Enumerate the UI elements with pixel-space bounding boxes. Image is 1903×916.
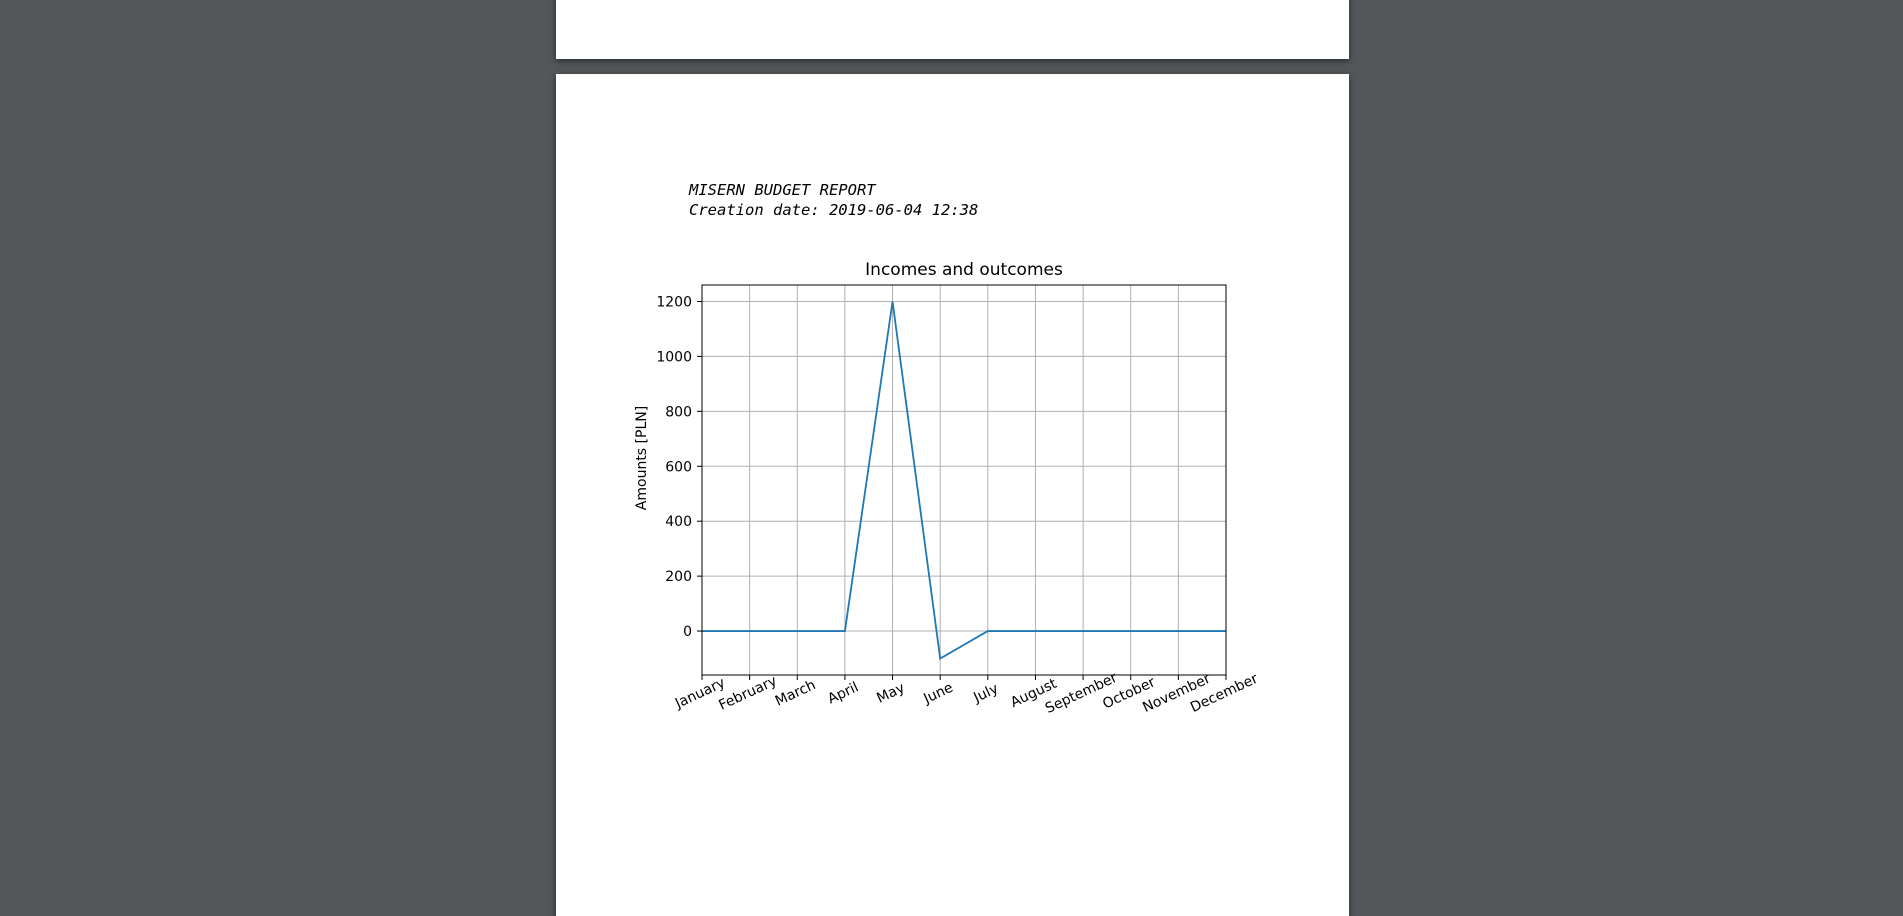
report-page: MISERN BUDGET REPORT Creation date: 2019-… bbox=[556, 74, 1349, 916]
chart-title: Incomes and outcomes bbox=[865, 260, 1063, 280]
report-header: MISERN BUDGET REPORT Creation date: 2019-… bbox=[689, 180, 978, 220]
x-tick-label: March bbox=[773, 677, 818, 710]
previous-page bbox=[556, 0, 1349, 59]
y-axis-label: Amounts [PLN] bbox=[634, 406, 650, 510]
report-creation-date: Creation date: 2019-06-04 12:38 bbox=[689, 201, 979, 219]
report-title: MISERN BUDGET REPORT bbox=[689, 181, 876, 199]
x-tick-label: February bbox=[716, 673, 779, 714]
x-tick-label: May bbox=[874, 680, 907, 707]
y-tick-label: 800 bbox=[665, 404, 692, 420]
y-tick-label: 1000 bbox=[656, 349, 692, 365]
series-line bbox=[702, 301, 1226, 660]
x-tick-label: April bbox=[825, 679, 861, 707]
x-tick-label: June bbox=[920, 680, 955, 708]
y-tick-label: 400 bbox=[665, 514, 692, 530]
y-tick-label: 200 bbox=[665, 569, 692, 585]
y-tick-label: 1200 bbox=[656, 294, 692, 310]
y-tick-label: 0 bbox=[683, 624, 692, 640]
y-tick-label: 600 bbox=[665, 459, 692, 475]
plot-frame bbox=[701, 284, 1227, 676]
x-tick-label: July bbox=[970, 681, 1000, 707]
